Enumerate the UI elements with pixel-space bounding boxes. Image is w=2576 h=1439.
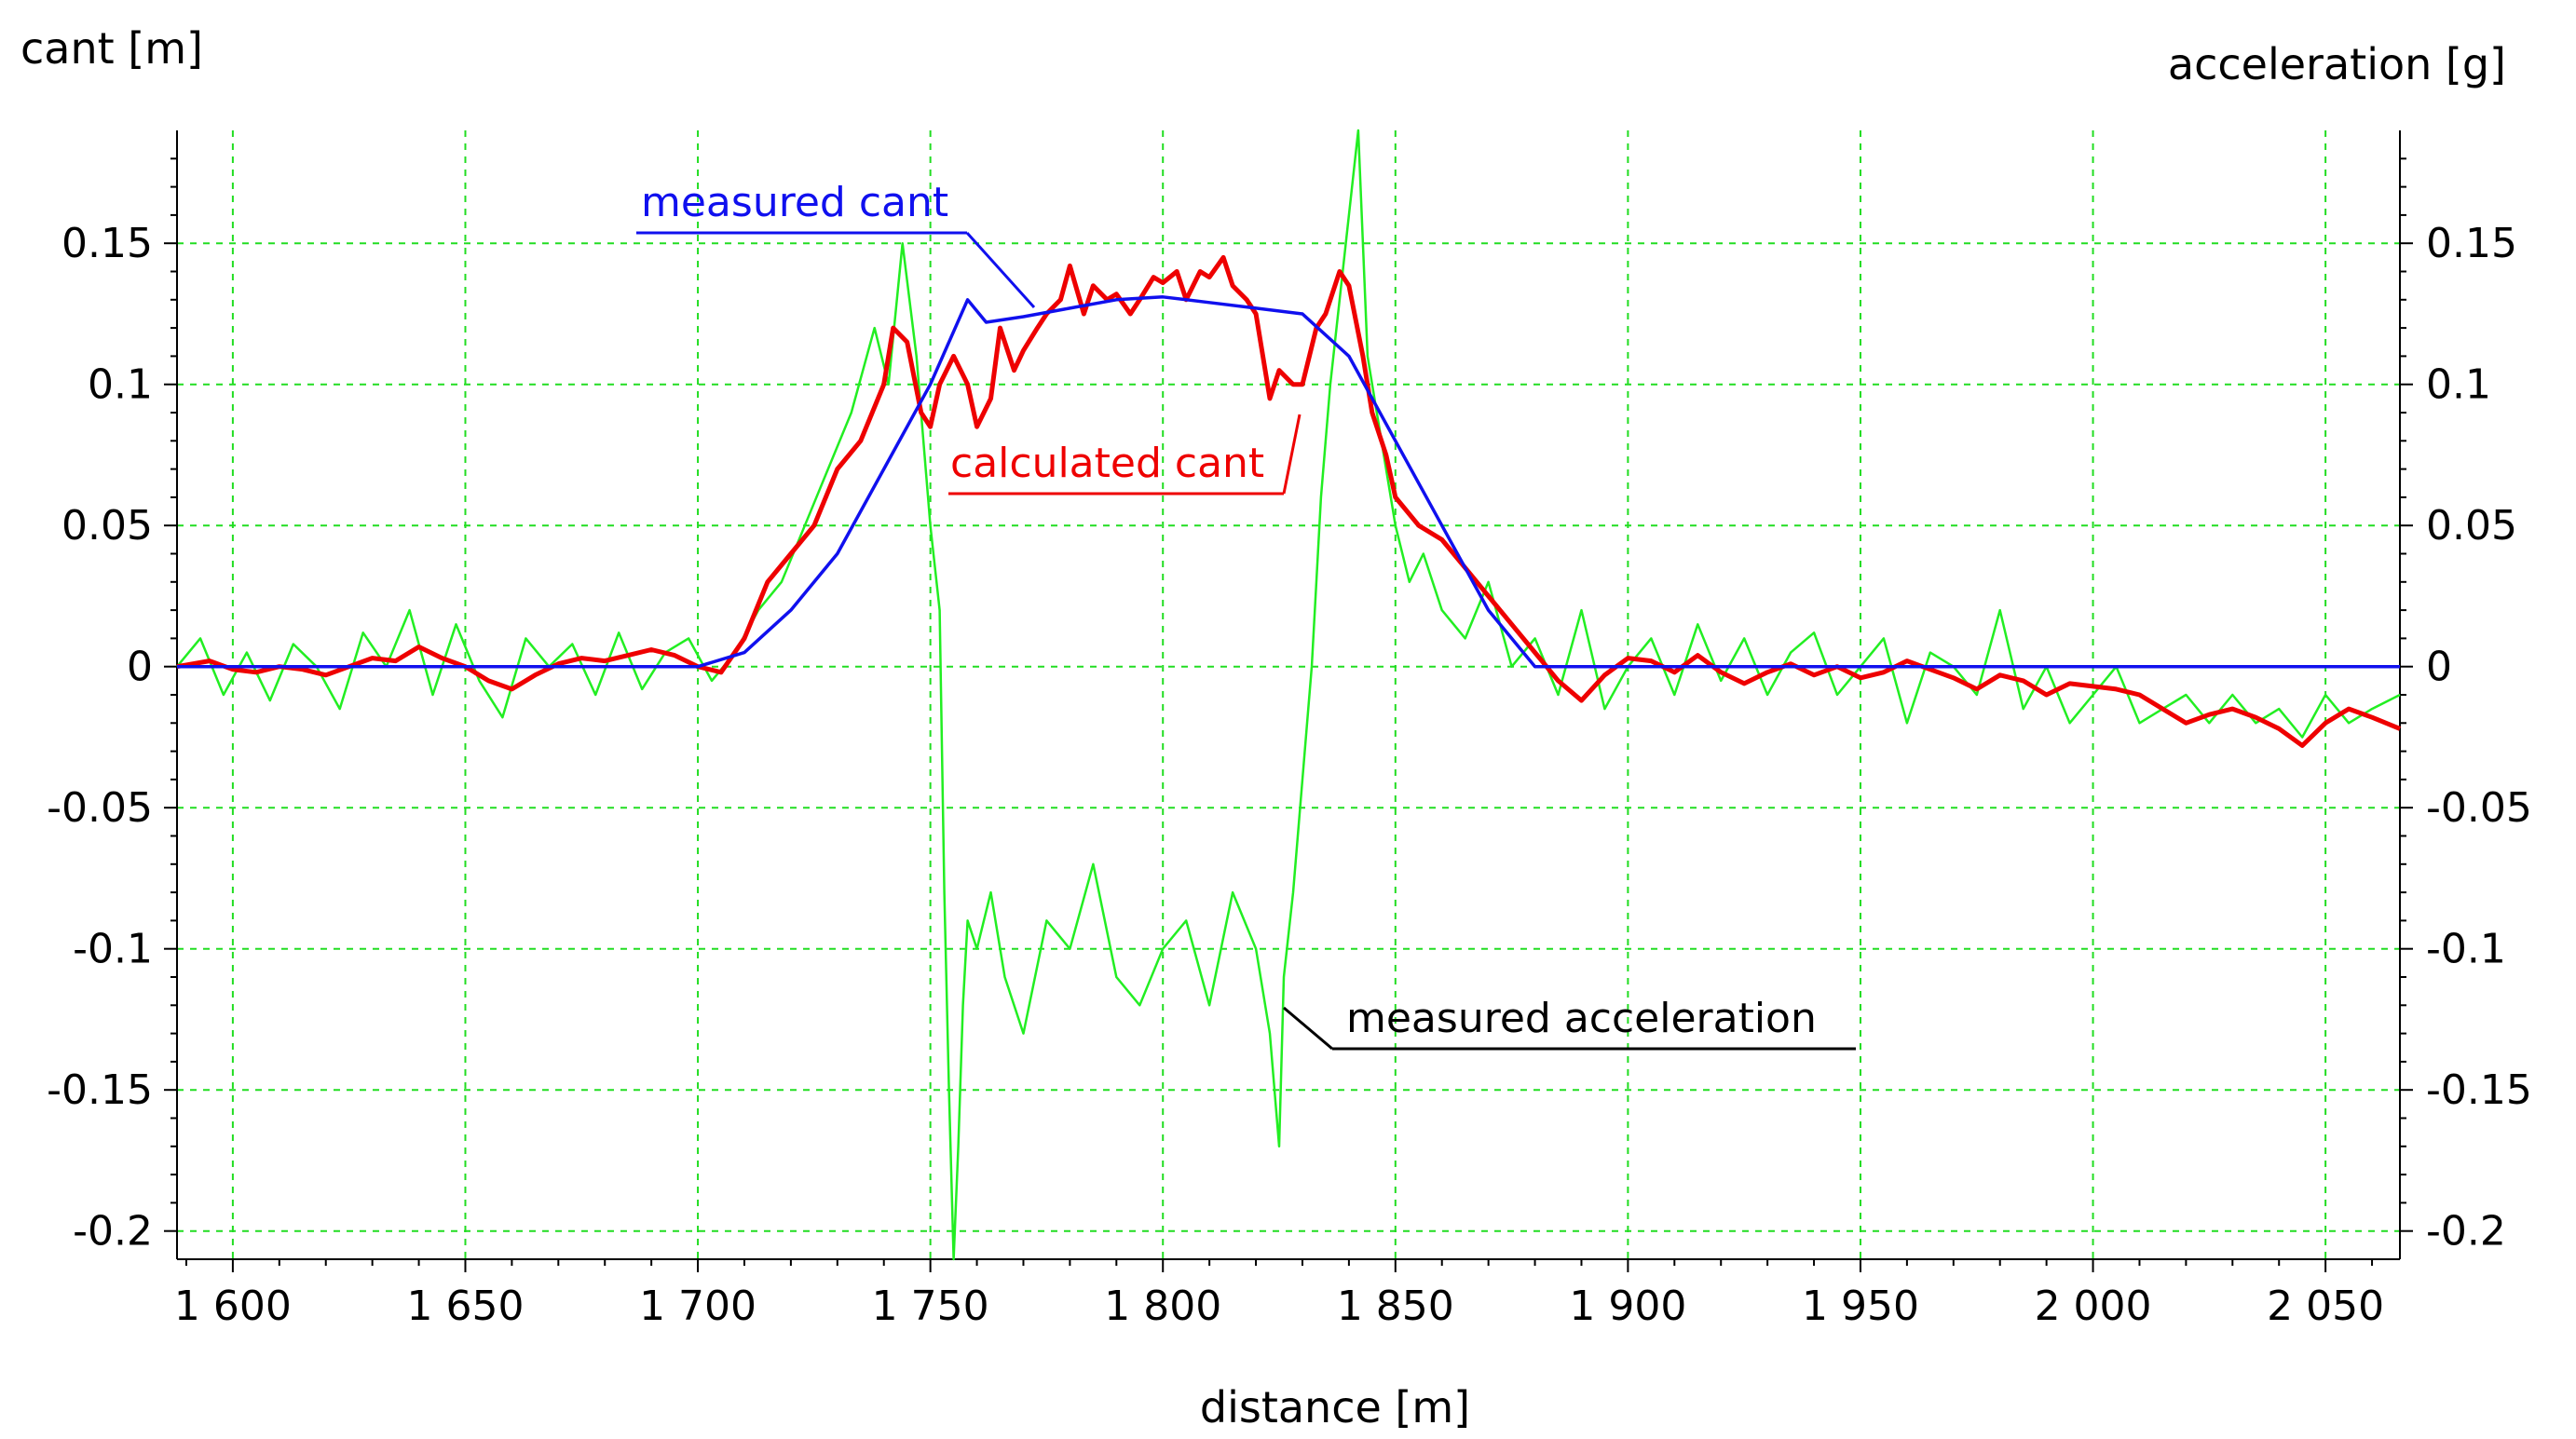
series-line-measured-acceleration	[176, 129, 2401, 1261]
y-right-tick-label: 0	[2426, 644, 2452, 691]
y-right-tick-label: -0.2	[2426, 1208, 2506, 1256]
y-axis-right-title: acceleration [g]	[2168, 39, 2506, 89]
x-tick-label: 1 850	[1337, 1283, 1454, 1330]
y-right-tick-label: -0.05	[2426, 784, 2532, 832]
x-tick-label: 1 750	[872, 1283, 989, 1330]
x-tick-label: 1 950	[1802, 1283, 1919, 1330]
x-tick-label: 1 700	[639, 1283, 756, 1330]
x-tick-label: 1 800	[1104, 1283, 1221, 1330]
y-left-tick-label: -0.05	[47, 784, 153, 832]
grid	[177, 130, 2400, 1259]
annotation-leader-line	[965, 231, 1036, 309]
x-tick-label: 2 050	[2267, 1283, 2384, 1330]
series-lines	[176, 129, 2401, 1261]
annotation-calculated-cant: calculated cant	[950, 440, 1264, 487]
annotations: measured cant calculated cant measured acc…	[636, 179, 1856, 1051]
series-line-measured-cant	[177, 295, 2400, 669]
y-right-tick-label: 0.1	[2426, 361, 2491, 409]
annotation-leader-line	[1283, 1006, 1333, 1051]
axes: 1 600 1 650 1 700 1 750 1 800 1 850 1 900 1 950…	[47, 130, 2532, 1330]
y-left-tick-label: 0.05	[61, 502, 153, 550]
y-right-tick-label: -0.1	[2426, 926, 2506, 973]
y-left-tick-label: 0	[127, 644, 153, 691]
x-tick-label: 2 000	[2035, 1283, 2152, 1330]
x-tick-label: 1 650	[406, 1283, 524, 1330]
y-right-tick-label: -0.15	[2426, 1066, 2532, 1114]
x-axis-title: distance [m]	[1200, 1382, 1470, 1432]
annotation-measured-cant: measured cant	[641, 179, 948, 226]
y-left-tick-label: 0.15	[61, 220, 153, 267]
y-axis-left-title: cant [m]	[20, 23, 203, 74]
y-left-tick-label: -0.1	[73, 926, 153, 973]
y-left-tick-label: -0.15	[47, 1066, 153, 1114]
x-tick-label: 1 900	[1569, 1283, 1686, 1330]
y-left-tick-label: 0.1	[88, 361, 153, 409]
x-tick-label: 1 600	[174, 1283, 292, 1330]
y-left-tick-label: -0.2	[73, 1208, 153, 1256]
series-line-calculated-cant	[176, 254, 2401, 748]
annotation-measured-acceleration: measured acceleration	[1346, 995, 1817, 1042]
y-right-tick-label: 0.15	[2426, 220, 2517, 267]
y-right-tick-label: 0.05	[2426, 502, 2517, 550]
annotation-leader-line	[1282, 414, 1302, 495]
